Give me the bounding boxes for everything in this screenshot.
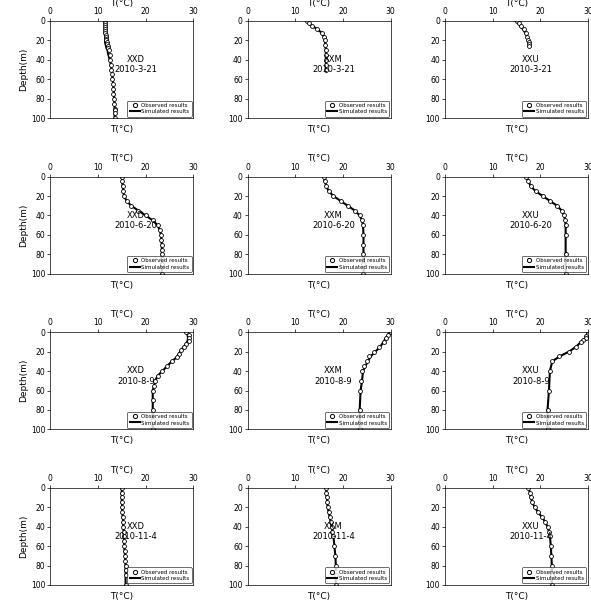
- Legend: Observed results, Simulated results: Observed results, Simulated results: [325, 412, 389, 428]
- X-axis label: T(°C): T(°C): [110, 154, 134, 163]
- X-axis label: T(°C): T(°C): [307, 310, 331, 319]
- Legend: Observed results, Simulated results: Observed results, Simulated results: [522, 412, 586, 428]
- X-axis label: T(°C): T(°C): [307, 0, 331, 8]
- Text: XXU
2010-8-9: XXU 2010-8-9: [512, 366, 550, 386]
- Text: T(°C): T(°C): [307, 125, 331, 134]
- Y-axis label: Depth(m): Depth(m): [19, 203, 28, 247]
- Y-axis label: Depth(m): Depth(m): [19, 48, 28, 91]
- Text: XXM
2010-8-9: XXM 2010-8-9: [314, 366, 352, 386]
- Text: XXU
2010-11-4: XXU 2010-11-4: [509, 522, 552, 541]
- Legend: Observed results, Simulated results: Observed results, Simulated results: [325, 256, 389, 272]
- Text: XXU
2010-3-21: XXU 2010-3-21: [509, 55, 552, 74]
- Text: XXM
2010-11-4: XXM 2010-11-4: [312, 522, 355, 541]
- Text: XXD
2010-3-21: XXD 2010-3-21: [115, 55, 157, 74]
- X-axis label: T(°C): T(°C): [505, 0, 528, 8]
- Text: XXD
2010-8-9: XXD 2010-8-9: [117, 366, 155, 386]
- Legend: Observed results, Simulated results: Observed results, Simulated results: [128, 412, 191, 428]
- Y-axis label: Depth(m): Depth(m): [19, 515, 28, 558]
- Text: XXM
2010-6-20: XXM 2010-6-20: [312, 211, 355, 230]
- Text: T(°C): T(°C): [110, 281, 134, 290]
- Text: T(°C): T(°C): [505, 592, 528, 600]
- Text: T(°C): T(°C): [307, 281, 331, 290]
- X-axis label: T(°C): T(°C): [307, 154, 331, 163]
- Legend: Observed results, Simulated results: Observed results, Simulated results: [522, 101, 586, 116]
- X-axis label: T(°C): T(°C): [505, 154, 528, 163]
- X-axis label: T(°C): T(°C): [505, 310, 528, 319]
- Text: T(°C): T(°C): [110, 436, 134, 445]
- Text: T(°C): T(°C): [505, 436, 528, 445]
- Legend: Observed results, Simulated results: Observed results, Simulated results: [325, 101, 389, 116]
- Text: XXM
2010-3-21: XXM 2010-3-21: [312, 55, 355, 74]
- Legend: Observed results, Simulated results: Observed results, Simulated results: [522, 568, 586, 583]
- Text: T(°C): T(°C): [505, 125, 528, 134]
- Legend: Observed results, Simulated results: Observed results, Simulated results: [522, 256, 586, 272]
- Text: XXU
2010-6-20: XXU 2010-6-20: [509, 211, 552, 230]
- Legend: Observed results, Simulated results: Observed results, Simulated results: [128, 101, 191, 116]
- Text: XXD
2010-6-20: XXD 2010-6-20: [115, 211, 157, 230]
- Legend: Observed results, Simulated results: Observed results, Simulated results: [325, 568, 389, 583]
- Text: T(°C): T(°C): [110, 125, 134, 134]
- X-axis label: T(°C): T(°C): [110, 466, 134, 475]
- Text: T(°C): T(°C): [307, 592, 331, 600]
- Legend: Observed results, Simulated results: Observed results, Simulated results: [128, 568, 191, 583]
- Text: T(°C): T(°C): [307, 436, 331, 445]
- X-axis label: T(°C): T(°C): [110, 310, 134, 319]
- Text: XXD
2010-11-4: XXD 2010-11-4: [115, 522, 157, 541]
- Legend: Observed results, Simulated results: Observed results, Simulated results: [128, 256, 191, 272]
- X-axis label: T(°C): T(°C): [505, 466, 528, 475]
- X-axis label: T(°C): T(°C): [110, 0, 134, 8]
- Y-axis label: Depth(m): Depth(m): [19, 359, 28, 403]
- X-axis label: T(°C): T(°C): [307, 466, 331, 475]
- Text: T(°C): T(°C): [505, 281, 528, 290]
- Text: T(°C): T(°C): [110, 592, 134, 600]
